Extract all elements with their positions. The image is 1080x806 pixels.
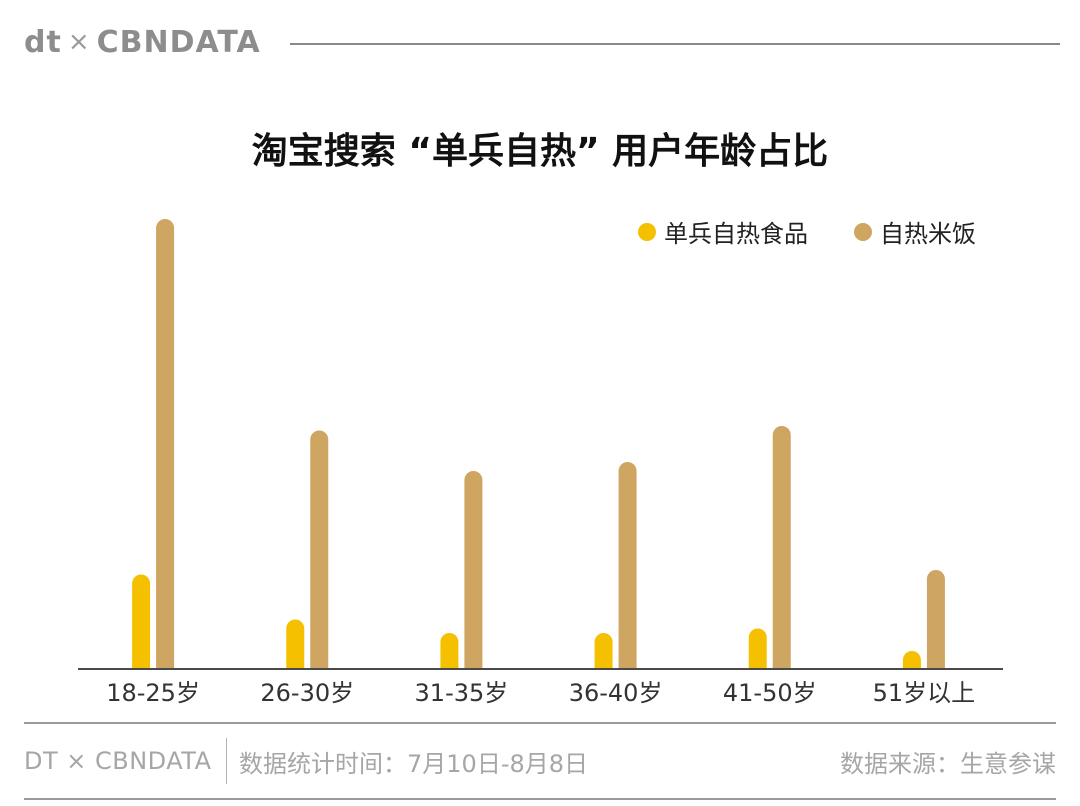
bar-series1-4 [748,628,767,678]
bar-series1-0 [132,574,151,678]
legend-dot-series2-icon [854,222,872,241]
bar-series1-2 [440,633,459,678]
footer: DT × CBNDATA 数据统计时间：7月10日-8月8日 数据来源：生意参谋 [24,738,1056,784]
logo-times-icon: × [67,27,91,57]
x-tick-label: 18-25岁 [106,679,200,707]
x-tick-label: 26-30岁 [260,679,354,707]
bar-series1-3 [594,633,613,678]
footer-source: 数据来源：生意参谋 [840,749,1056,778]
x-tick-label: 41-50岁 [723,679,817,707]
logo-cbndata: CBNDATA [96,24,261,60]
bar-series2-3 [618,462,637,678]
legend-label-series1: 单兵自热食品 [664,220,808,248]
footer-brand: DT × CBNDATA [24,747,212,775]
legend-label-series2: 自热米饭 [880,220,976,248]
bar-series1-1 [286,619,305,678]
x-tick-label: 36-40岁 [569,679,663,707]
bar-series2-2 [464,471,483,678]
brand-logo: dt × CBNDATA [24,22,261,62]
bar-series2-1 [310,430,329,678]
footer-separator [225,738,228,784]
bar-series2-0 [156,219,175,678]
legend-dot-series1-icon [638,222,656,241]
bar-series2-4 [772,426,791,678]
chart-title: 淘宝搜索 “单兵自热” 用户年龄占比 [251,131,829,172]
header: dt × CBNDATA [0,0,1080,86]
chart-legend: 单兵自热食品 自热米饭 [638,214,976,249]
legend-item-series1: 单兵自热食品 [638,214,808,249]
bar-series2-5 [926,570,945,678]
footer-period: 数据统计时间：7月10日-8月8日 [239,749,589,778]
legend-item-series2: 自热米饭 [854,214,976,249]
logo-dt: dt [24,24,62,60]
footer-divider-top [24,722,1056,724]
x-tick-label: 51岁以上 [873,679,976,707]
baseline-mask [73,669,1008,681]
header-divider [290,43,1060,45]
footer-divider-bottom [24,798,1056,800]
x-tick-label: 31-35岁 [415,679,509,707]
